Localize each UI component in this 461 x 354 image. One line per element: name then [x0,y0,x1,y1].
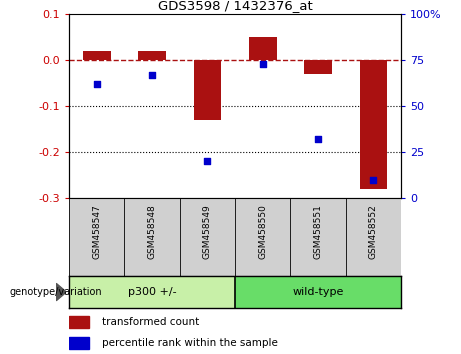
Text: percentile rank within the sample: percentile rank within the sample [102,338,278,348]
Point [204,159,211,164]
Text: p300 +/-: p300 +/- [128,287,177,297]
Bar [69,337,89,349]
Text: genotype/variation: genotype/variation [9,287,102,297]
Bar [194,60,221,120]
Point [314,137,322,142]
Point [259,61,266,67]
Bar [69,316,89,328]
Text: wild-type: wild-type [292,287,344,297]
Polygon shape [56,283,66,301]
Text: GSM458552: GSM458552 [369,205,378,259]
Title: GDS3598 / 1432376_at: GDS3598 / 1432376_at [158,0,313,12]
Bar [360,60,387,189]
Text: GSM458551: GSM458551 [313,205,323,259]
Bar [235,276,401,308]
Text: GSM458547: GSM458547 [92,205,101,259]
Bar [249,37,277,60]
Bar [69,276,235,308]
Text: GSM458550: GSM458550 [258,205,267,259]
Bar [83,51,111,60]
Point [148,72,156,78]
Text: GSM458548: GSM458548 [148,205,157,259]
Bar [138,51,166,60]
Text: transformed count: transformed count [102,317,200,327]
Point [370,177,377,183]
Text: GSM458549: GSM458549 [203,205,212,259]
Bar [304,60,332,74]
Point [93,81,100,87]
